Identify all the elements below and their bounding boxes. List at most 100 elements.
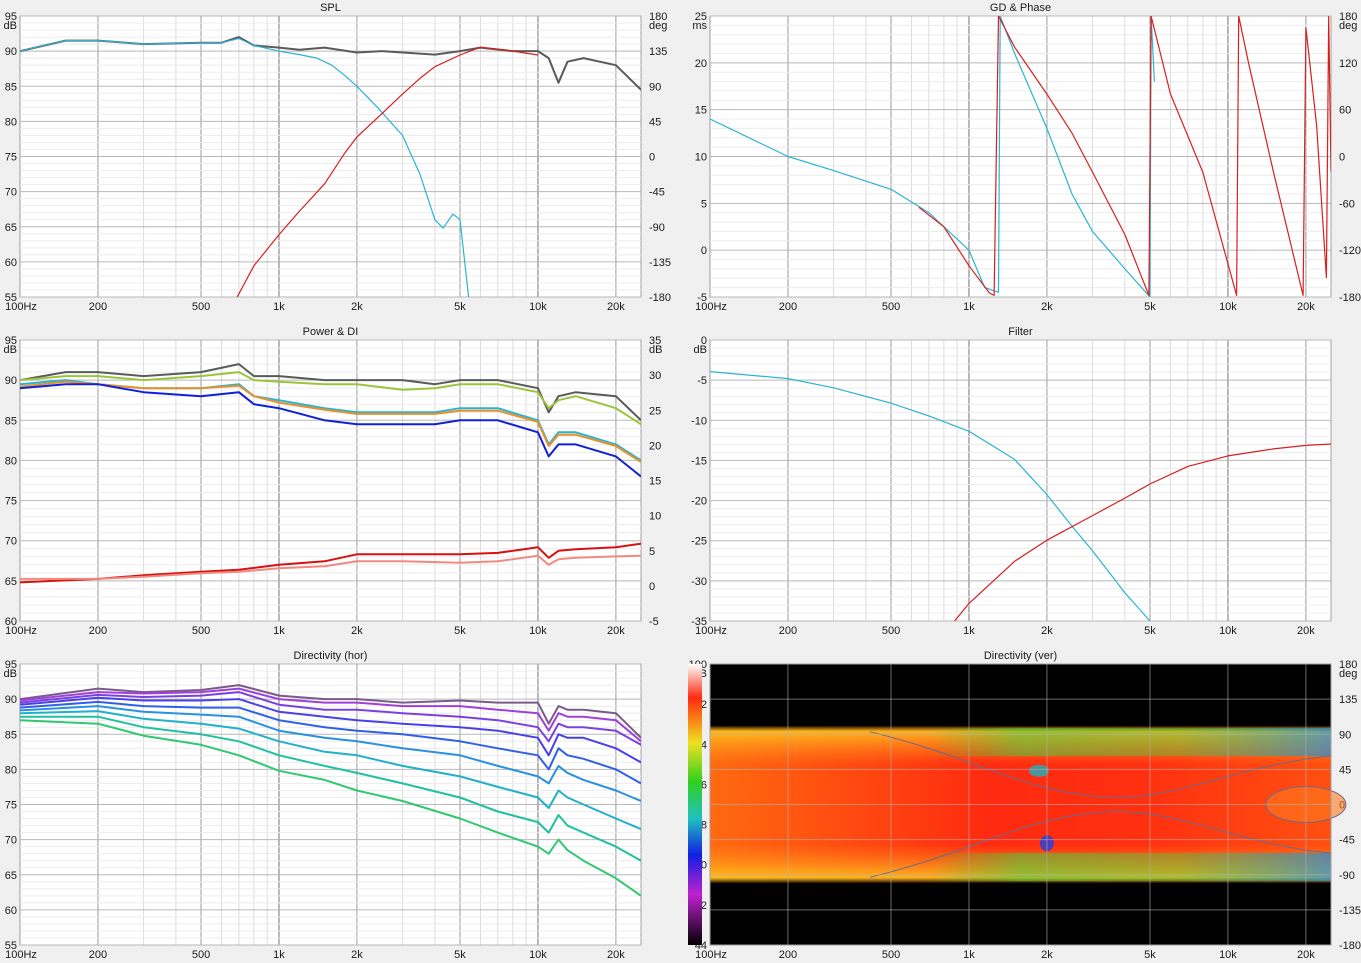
y2-tick-label: 120 xyxy=(1339,58,1357,70)
y2-tick-label: 135 xyxy=(1339,694,1357,706)
series-line-1 xyxy=(20,37,470,297)
y2-tick-label: -90 xyxy=(1339,870,1355,882)
x-tick-label: 20k xyxy=(1297,625,1315,637)
series-line-0 xyxy=(20,363,641,422)
colorbar xyxy=(688,664,702,945)
series-line-5 xyxy=(20,542,641,584)
y-tick-label: 70 xyxy=(5,187,17,199)
y2-tick-label: 5 xyxy=(649,546,655,558)
x-tick-label: 100Hz xyxy=(5,949,37,961)
x-tick-label: 20k xyxy=(607,301,625,313)
series-line-0 xyxy=(710,16,1155,297)
y2-tick-label: 35 xyxy=(649,335,661,347)
y-tick-label: 10 xyxy=(695,152,707,164)
y-axis-unit: ms xyxy=(692,20,707,32)
y-tick-label: 75 xyxy=(5,152,17,164)
y2-axis-unit: deg xyxy=(1339,20,1357,32)
series-line-1 xyxy=(954,443,1331,621)
x-tick-label: 2k xyxy=(1041,625,1053,637)
x-tick-label: 1k xyxy=(273,301,285,313)
y2-tick-label: -90 xyxy=(649,222,665,234)
y-tick-label: 85 xyxy=(5,415,17,427)
y2-tick-label: 15 xyxy=(649,476,661,488)
y2-tick-label: 30 xyxy=(649,370,661,382)
x-tick-label: 100Hz xyxy=(5,301,37,313)
chart-title: Power & DI xyxy=(303,326,359,338)
x-tick-label: 100Hz xyxy=(5,625,37,637)
series-line-0 xyxy=(20,684,641,739)
series-line-1 xyxy=(20,371,641,426)
x-tick-label: 500 xyxy=(192,301,210,313)
x-tick-label: 2k xyxy=(1041,301,1053,313)
x-tick-label: 200 xyxy=(779,625,797,637)
x-tick-label: 10k xyxy=(1219,301,1237,313)
x-tick-label: 100Hz xyxy=(695,301,727,313)
y-tick-label: 75 xyxy=(5,496,17,508)
y-tick-label: 85 xyxy=(5,81,17,93)
y-tick-label: 80 xyxy=(5,116,17,128)
y2-tick-label: 180 xyxy=(1339,11,1357,23)
y-tick-label: 90 xyxy=(5,375,17,387)
y-tick-label: 90 xyxy=(5,46,17,58)
x-tick-label: 5k xyxy=(454,625,466,637)
y2-tick-label: 45 xyxy=(1339,764,1351,776)
series-line-4 xyxy=(20,700,641,785)
x-tick-label: 200 xyxy=(779,949,797,961)
y-tick-label: 70 xyxy=(5,835,17,847)
panel-gd-phase: GD & Phase 25 20 15 10 5 0 -5 ms 180 120 60 0 -60 -120… xyxy=(692,2,1361,313)
y-tick-label: 0 xyxy=(701,335,707,347)
x-tick-label: 1k xyxy=(963,625,975,637)
y2-tick-label: 10 xyxy=(649,511,661,523)
y-tick-label: 80 xyxy=(5,455,17,467)
y2-tick-label: -60 xyxy=(1339,198,1355,210)
y2-tick-label: -5 xyxy=(649,616,659,628)
chart-title: SPL xyxy=(320,2,341,14)
y2-axis-unit: dB xyxy=(649,344,662,356)
y-tick-label: 95 xyxy=(5,335,17,347)
series-line-6 xyxy=(20,554,641,580)
y-tick-label: 70 xyxy=(5,536,17,548)
x-tick-label: 1k xyxy=(963,301,975,313)
y-tick-label: 25 xyxy=(695,11,707,23)
x-tick-label: 100Hz xyxy=(695,625,727,637)
series-line-3 xyxy=(20,696,641,764)
y2-tick-label: -135 xyxy=(649,257,671,269)
y2-tick-label: 180 xyxy=(1339,659,1357,671)
y-tick-label: -10 xyxy=(691,415,707,427)
y-axis-unit: dB xyxy=(694,344,707,356)
panel-filter: Filter 0 -5 -10 -15 -20 -25 -30 -35 dB 100Hz 200 500… xyxy=(691,326,1332,637)
x-tick-label: 10k xyxy=(1219,625,1237,637)
y-tick-label: -5 xyxy=(697,292,707,304)
y-tick-label: 75 xyxy=(5,800,17,812)
panel-directivity-hor-: Directivity (hor) 95 90 85 80 75 70 65 60 55 dB 100… xyxy=(4,650,642,961)
y2-tick-label: 0 xyxy=(649,152,655,164)
contour-line xyxy=(869,811,1332,878)
y2-tick-label: 45 xyxy=(649,116,661,128)
heatmap-lobe-top xyxy=(710,727,1331,757)
y-tick-label: 80 xyxy=(5,764,17,776)
panel-spl: SPL 95 90 85 80 75 70 65 60 55 dB 180 135 90 45 0 -45 -90… xyxy=(4,2,672,313)
x-tick-label: 500 xyxy=(882,301,900,313)
chart-title: Filter xyxy=(1008,326,1033,338)
series-line-4 xyxy=(20,383,641,478)
x-tick-label: 10k xyxy=(529,625,547,637)
x-tick-label: 10k xyxy=(529,301,547,313)
y2-axis-unit: deg xyxy=(649,20,667,32)
x-tick-label: 200 xyxy=(89,625,107,637)
y2-axis-unit: deg xyxy=(1339,668,1357,680)
x-tick-label: 20k xyxy=(1297,301,1315,313)
x-tick-label: 1k xyxy=(963,949,975,961)
y-tick-label: -25 xyxy=(691,536,707,548)
y2-tick-label: -180 xyxy=(1339,940,1361,952)
x-tick-label: 200 xyxy=(89,301,107,313)
y-tick-label: 90 xyxy=(5,694,17,706)
y2-tick-label: 0 xyxy=(1339,152,1345,164)
y2-tick-label: -180 xyxy=(649,292,671,304)
chart-title: Directivity (ver) xyxy=(984,650,1057,662)
y-tick-label: 60 xyxy=(5,616,17,628)
x-tick-label: 500 xyxy=(192,949,210,961)
x-tick-label: 2k xyxy=(351,301,363,313)
series-line-3 xyxy=(20,380,641,463)
y-axis-unit: dB xyxy=(4,344,17,356)
